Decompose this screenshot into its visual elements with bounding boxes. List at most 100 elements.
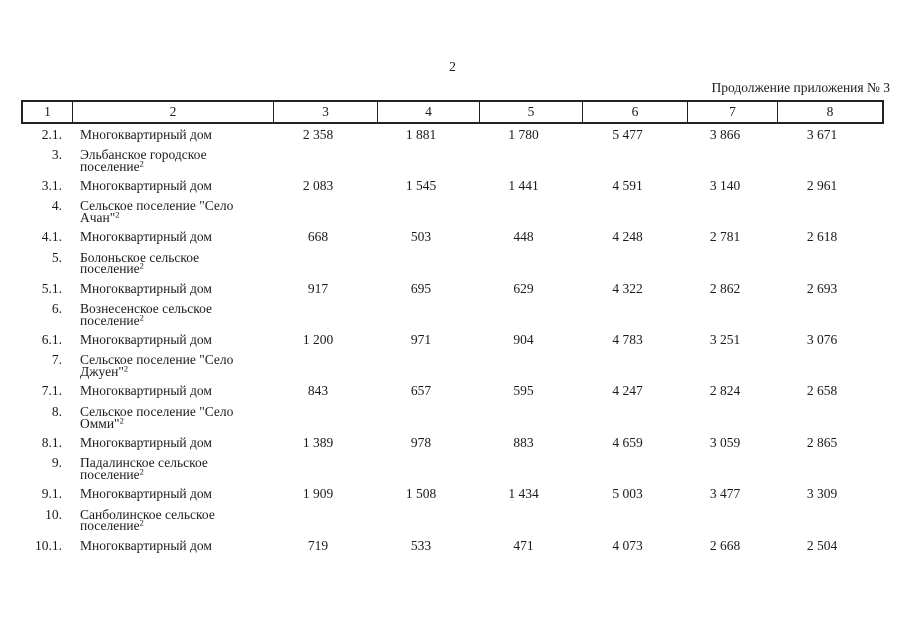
value-8: 3 671: [806, 126, 838, 142]
row-name-cell: Санболинское сельское поселение2: [73, 504, 274, 535]
row-name: Сельское поселение "Село Ачан": [80, 198, 234, 226]
value-cell-3: 1 200: [274, 330, 378, 350]
value-3: 917: [307, 280, 329, 296]
value-4: 1 545: [405, 177, 437, 193]
table-body: 2.1. Многоквартирный дом 2 358 1 881 1 7…: [23, 124, 882, 556]
table-row: 8. Сельское поселение "Село Омми"2: [23, 401, 882, 432]
value-cell-3: [274, 144, 378, 175]
value-cell-3: 2 083: [274, 175, 378, 195]
value-cell-4: [378, 504, 480, 535]
value-6: 5 003: [612, 486, 643, 502]
row-number-cell: 9.: [23, 453, 73, 484]
row-number-cell: 2.1.: [23, 124, 73, 144]
footnote-marker: 2: [119, 415, 124, 426]
row-number: 6.1.: [41, 332, 62, 348]
value-cell-7: 2 824: [688, 381, 778, 401]
value-cell-5: [480, 453, 583, 484]
footnote-marker: 2: [139, 260, 144, 271]
value-cell-7: [688, 144, 778, 175]
value-cell-5: 904: [480, 330, 583, 350]
value-6: 5 477: [612, 126, 643, 142]
value-cell-7: [688, 247, 778, 278]
value-7: 3 140: [709, 177, 741, 193]
value-cell-5: 629: [480, 278, 583, 298]
row-name: Многоквартирный дом: [80, 280, 212, 296]
value-cell-8: 2 961: [778, 175, 882, 195]
value-cell-3: 719: [274, 535, 378, 555]
value-3: 719: [307, 537, 329, 553]
row-name: Болоньское сельское поселение: [80, 249, 200, 277]
value-3: 2 083: [302, 177, 334, 193]
value-8: 2 618: [806, 229, 838, 245]
value-cell-5: [480, 350, 583, 381]
row-name-cell: Многоквартирный дом: [73, 227, 274, 247]
value-cell-4: 1 545: [378, 175, 480, 195]
value-cell-3: [274, 247, 378, 278]
value-cell-5: [480, 196, 583, 227]
row-number: 6.: [51, 301, 62, 317]
row-name: Многоквартирный дом: [80, 537, 212, 553]
value-6: 4 783: [612, 332, 643, 348]
value-cell-4: [378, 401, 480, 432]
table-row: 5. Болоньское сельское поселение2: [23, 247, 882, 278]
value-7: 2 862: [709, 280, 741, 296]
value-cell-8: [778, 453, 882, 484]
value-3: 1 389: [302, 434, 334, 450]
value-cell-4: [378, 196, 480, 227]
value-cell-6: 4 591: [583, 175, 688, 195]
value-cell-3: 917: [274, 278, 378, 298]
value-cell-4: [378, 299, 480, 330]
value-cell-3: 668: [274, 227, 378, 247]
value-cell-4: 1 881: [378, 124, 480, 144]
header-cell-1: 1: [23, 102, 73, 122]
footnote-marker: 2: [139, 466, 144, 477]
value-cell-5: 1 434: [480, 484, 583, 504]
value-cell-7: [688, 401, 778, 432]
value-3: 1 200: [302, 332, 334, 348]
value-cell-5: [480, 401, 583, 432]
header-cell-5: 5: [480, 102, 583, 122]
value-cell-6: [583, 196, 688, 227]
row-number: 7.: [51, 352, 62, 368]
value-4: 533: [410, 537, 432, 553]
value-6: 4 591: [612, 177, 643, 193]
row-number-cell: 8.1.: [23, 432, 73, 452]
value-cell-6: 4 659: [583, 432, 688, 452]
page-number: 2: [449, 59, 456, 74]
value-cell-3: [274, 350, 378, 381]
header-cell-6: 6: [583, 102, 688, 122]
value-cell-6: [583, 453, 688, 484]
table-row: 7.1. Многоквартирный дом 843 657 595 4 2…: [23, 381, 882, 401]
row-name-cell: Болоньское сельское поселение2: [73, 247, 274, 278]
row-number: 4.1.: [41, 229, 62, 245]
row-number-cell: 6.: [23, 299, 73, 330]
value-5: 1 434: [508, 486, 539, 502]
row-number-cell: 4.1.: [23, 227, 73, 247]
value-3: 843: [307, 383, 329, 399]
row-name-cell: Многоквартирный дом: [73, 330, 274, 350]
value-7: 2 668: [709, 537, 741, 553]
value-cell-4: 533: [378, 535, 480, 555]
row-number: 7.1.: [41, 383, 62, 399]
value-4: 971: [410, 332, 432, 348]
row-number: 5.: [51, 249, 62, 265]
value-7: 2 824: [709, 383, 741, 399]
table-row: 5.1. Многоквартирный дом 917 695 629 4 3…: [23, 278, 882, 298]
table-header-row: 1 2 3 4 5 6 7 8: [21, 100, 884, 124]
row-name: Сельское поселение "Село Омми": [80, 403, 234, 431]
row-number-cell: 6.1.: [23, 330, 73, 350]
value-cell-8: 2 504: [778, 535, 882, 555]
value-cell-5: 1 441: [480, 175, 583, 195]
row-number-cell: 7.1.: [23, 381, 73, 401]
value-cell-4: 971: [378, 330, 480, 350]
value-cell-3: [274, 196, 378, 227]
footnote-marker: 2: [139, 158, 144, 169]
row-name: Многоквартирный дом: [80, 383, 212, 399]
value-cell-8: 2 618: [778, 227, 882, 247]
value-cell-7: 2 781: [688, 227, 778, 247]
value-5: 1 441: [508, 177, 539, 193]
value-5: 629: [513, 280, 534, 296]
value-cell-7: 3 866: [688, 124, 778, 144]
value-cell-8: [778, 247, 882, 278]
